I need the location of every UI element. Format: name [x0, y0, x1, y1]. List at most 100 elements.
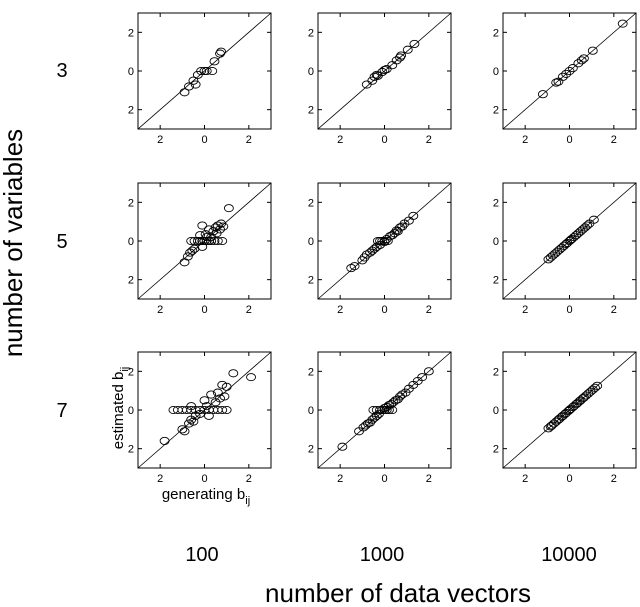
- diagonal-line: [317, 12, 452, 130]
- data-point: [201, 233, 212, 242]
- row-label-7: 7: [56, 400, 67, 422]
- panel-7-10000: 2 2 0 0 2 2: [493, 351, 637, 485]
- data-point: [212, 388, 223, 397]
- data-point: [246, 373, 257, 382]
- data-point: [187, 246, 198, 255]
- y-tick-label: 0: [128, 236, 134, 248]
- data-point: [578, 54, 589, 63]
- y-tick-label: 2: [493, 275, 499, 287]
- data-point: [177, 425, 188, 434]
- data-point: [217, 405, 228, 415]
- x-tick-label: 0: [381, 134, 387, 146]
- data-point: [197, 242, 208, 251]
- data-point: [590, 383, 600, 392]
- data-point: [564, 66, 575, 76]
- y-tick-label: 2: [308, 275, 314, 287]
- x-tick-label: 2: [246, 304, 252, 316]
- panels-layer: 2 2 0 0 2 2 2 2 0 0 2 2 2 2 0 0 2 2 2 2 0 0 2 2 2 2 0 0 2 2 2 2 0 0 2 2 2 2 0 0…: [128, 12, 637, 485]
- diagonal-line: [137, 12, 272, 130]
- panel-5-100: 2 2 0 0 2 2: [128, 182, 272, 316]
- x-tick-label: 2: [157, 134, 163, 146]
- data-point: [572, 399, 583, 408]
- panel-7-1000: 2 2 0 0 2 2: [308, 351, 452, 485]
- x-tick-label: 2: [522, 304, 528, 316]
- data-point: [190, 80, 201, 89]
- y-tick-label: 0: [308, 236, 314, 248]
- y-tick-label: 2: [128, 275, 134, 287]
- x-tick-label: 2: [246, 134, 252, 146]
- col-label-10000: 10000: [541, 544, 597, 566]
- x-tick-label: 2: [611, 304, 617, 316]
- data-point: [223, 204, 234, 213]
- data-point: [203, 411, 214, 420]
- x-tick-label: 0: [201, 473, 207, 485]
- y-tick-label: 2: [128, 197, 134, 209]
- x-tick-label: 0: [381, 304, 387, 316]
- data-point: [228, 369, 239, 378]
- y-tick-label: 0: [308, 66, 314, 78]
- x-tick-label: 0: [201, 134, 207, 146]
- data-point: [216, 47, 227, 56]
- row-label-5: 5: [56, 231, 67, 253]
- panel-3-100: 2 2 0 0 2 2: [128, 12, 272, 146]
- panel-ylabel-text: estimated b: [110, 372, 127, 450]
- data-point: [382, 236, 393, 246]
- data-point: [209, 57, 220, 66]
- y-tick-label: 2: [493, 197, 499, 209]
- data-point: [379, 65, 390, 75]
- data-point: [397, 390, 408, 399]
- x-tick-label: 2: [157, 473, 163, 485]
- panel-5-10000: 2 2 0 0 2 2: [493, 182, 637, 316]
- panel-xlabel: generating bij: [162, 486, 250, 507]
- y-super-label: number of variables: [0, 129, 28, 357]
- x-tick-label: 2: [337, 473, 343, 485]
- data-point: [349, 262, 360, 271]
- panel-3-10000: 2 2 0 0 2 2: [493, 12, 637, 146]
- data-point: [557, 72, 568, 81]
- data-point: [221, 382, 232, 391]
- row-label-3: 3: [56, 60, 67, 82]
- data-point: [367, 76, 378, 85]
- x-tick-label: 2: [246, 473, 252, 485]
- data-point: [219, 392, 230, 401]
- data-point: [206, 390, 217, 399]
- x-tick-label: 2: [337, 304, 343, 316]
- y-tick-label: 2: [308, 105, 314, 117]
- y-tick-label: 2: [308, 197, 314, 209]
- data-point: [207, 66, 218, 76]
- data-point: [188, 417, 199, 426]
- y-tick-label: 2: [493, 105, 499, 117]
- data-point: [554, 414, 565, 423]
- data-point: [186, 402, 197, 411]
- data-point: [217, 236, 228, 246]
- data-point: [587, 46, 598, 55]
- y-tick-label: 2: [128, 444, 134, 456]
- data-point: [565, 235, 576, 245]
- data-point: [387, 61, 398, 70]
- x-tick-label: 2: [522, 134, 528, 146]
- y-tick-label: 0: [493, 405, 499, 417]
- data-point: [218, 222, 229, 231]
- x-tick-label: 0: [201, 304, 207, 316]
- data-point: [537, 90, 548, 99]
- data-point: [346, 264, 357, 273]
- data-point: [557, 411, 568, 420]
- data-point: [561, 69, 572, 78]
- data-point: [576, 56, 587, 65]
- data-point: [409, 39, 420, 48]
- data-point: [337, 442, 348, 451]
- data-point: [617, 19, 628, 28]
- data-point: [417, 373, 428, 382]
- data-point: [582, 221, 593, 230]
- data-point: [551, 78, 562, 87]
- data-point: [196, 66, 207, 76]
- x-tick-label: 0: [381, 473, 387, 485]
- y-tick-label: 2: [308, 366, 314, 378]
- data-point: [212, 236, 223, 246]
- x-tick-label: 2: [426, 304, 432, 316]
- y-tick-label: 2: [308, 27, 314, 39]
- data-point: [408, 211, 419, 220]
- data-point: [588, 215, 599, 224]
- col-label-1000: 1000: [360, 544, 405, 566]
